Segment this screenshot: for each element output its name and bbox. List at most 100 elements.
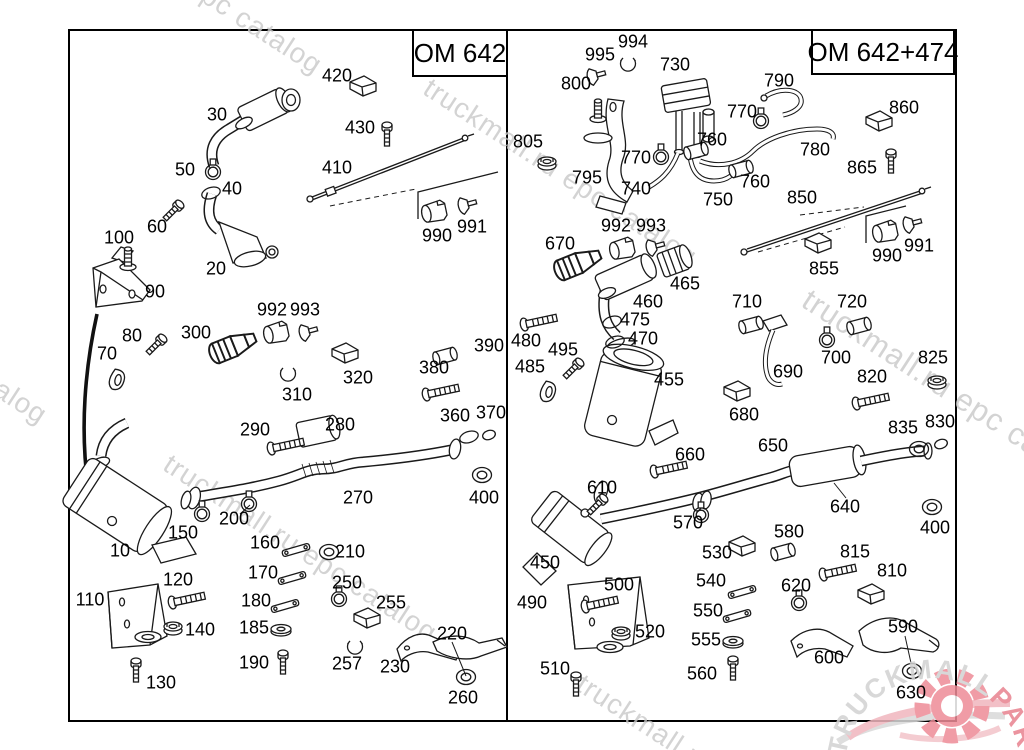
part-label-530: 530 [701, 542, 733, 563]
part-glyph-820 [850, 389, 891, 412]
part-glyph-170 [277, 570, 307, 586]
part-label-690: 690 [772, 361, 804, 382]
gear-icon [914, 668, 990, 744]
part-label-160: 160 [249, 532, 281, 553]
part-label-70: 70 [96, 343, 118, 364]
part-glyph-865 [885, 148, 897, 174]
part-label-380: 380 [418, 357, 450, 378]
part-glyph-510 [570, 671, 582, 697]
part-label-994: 994 [617, 31, 649, 52]
part-glyph-300 [205, 326, 260, 367]
part-label-780: 780 [799, 139, 831, 160]
part-glyph-185 [270, 623, 292, 637]
part-label-825: 825 [917, 347, 949, 368]
part-glyph-830 [932, 437, 950, 451]
part-label-590: 590 [887, 616, 919, 637]
part-glyph-70 [107, 367, 127, 392]
part-glyph-180 [270, 598, 300, 614]
part-label-410: 410 [321, 157, 353, 178]
part-label-760: 760 [739, 171, 771, 192]
part-label-860: 860 [888, 97, 920, 118]
part-label-80: 80 [121, 325, 143, 346]
part-label-430: 430 [344, 117, 376, 138]
part-label-185: 185 [238, 617, 270, 638]
part-glyph-992 [261, 319, 291, 346]
panel-title-om642-474: OM 642+474 [807, 29, 959, 75]
panel-title-om642: OM 642 [412, 29, 508, 77]
part-label-400: 400 [468, 487, 500, 508]
part-label-500: 500 [603, 574, 635, 595]
part-label-255: 255 [375, 592, 407, 613]
part-glyph-580 [768, 541, 798, 563]
part-glyph-370 [480, 428, 498, 442]
part-label-200: 200 [218, 508, 250, 529]
part-label-835: 835 [887, 417, 919, 438]
part-label-170: 170 [247, 562, 279, 583]
part-label-600: 600 [813, 647, 845, 668]
part-glyph-560 [727, 655, 739, 681]
part-label-760: 760 [696, 129, 728, 150]
part-label-670: 670 [544, 233, 576, 254]
part-label-770: 770 [726, 101, 758, 122]
part-label-815: 815 [839, 541, 871, 562]
part-label-993: 993 [635, 215, 667, 236]
part-label-700: 700 [820, 347, 852, 368]
part-label-230: 230 [379, 656, 411, 677]
part-label-750: 750 [702, 189, 734, 210]
part-label-260: 260 [447, 687, 479, 708]
part-glyph-825 [927, 375, 947, 390]
part-glyph-550 [722, 608, 752, 624]
part-label-991: 991 [456, 216, 488, 237]
part-label-650: 650 [757, 435, 789, 456]
part-label-40: 40 [221, 178, 243, 199]
part-label-465: 465 [669, 273, 701, 294]
part-glyph-120 [166, 588, 207, 611]
part-glyph-700 [818, 326, 836, 349]
part-label-510: 510 [539, 658, 571, 679]
part-label-370: 370 [475, 402, 507, 423]
part-label-795: 795 [571, 167, 603, 188]
part-label-485: 485 [514, 356, 546, 377]
part-label-680: 680 [728, 404, 760, 425]
part-glyph-520 [611, 626, 631, 641]
part-label-110: 110 [75, 589, 105, 610]
part-label-495: 495 [547, 339, 579, 360]
part-label-990: 990 [871, 245, 903, 266]
part-label-470: 470 [627, 328, 659, 349]
part-label-270: 270 [342, 487, 374, 508]
part-glyph-480 [518, 310, 559, 333]
part-glyph-992 [607, 235, 637, 262]
part-glyph-130 [130, 657, 142, 683]
part-label-280: 280 [324, 414, 356, 435]
part-label-992: 992 [600, 215, 632, 236]
part-label-190: 190 [238, 652, 270, 673]
part-label-992: 992 [256, 299, 288, 320]
part-glyph-815 [817, 560, 858, 583]
part-label-300: 300 [180, 322, 212, 343]
part-label-855: 855 [808, 258, 840, 279]
part-glyph-530 [728, 535, 756, 557]
part-label-180: 180 [240, 590, 272, 611]
part-glyph-805 [537, 156, 557, 171]
part-label-10: 10 [109, 540, 131, 561]
part-glyph-770 [652, 143, 670, 166]
part-glyph-991 [455, 193, 480, 216]
part-label-710: 710 [731, 291, 763, 312]
part-glyph-993 [296, 320, 321, 343]
part-label-640: 640 [829, 496, 861, 517]
part-label-990: 990 [421, 225, 453, 246]
part-label-220: 220 [436, 623, 468, 644]
part-label-520: 520 [634, 621, 666, 642]
part-glyph-680 [723, 380, 751, 402]
part-label-730: 730 [659, 54, 691, 75]
part-label-290: 290 [239, 419, 271, 440]
part-label-610: 610 [586, 477, 618, 498]
part-label-770: 770 [620, 147, 652, 168]
part-glyph-485 [538, 379, 558, 404]
part-label-20: 20 [205, 258, 227, 279]
part-glyph-160 [281, 542, 311, 558]
part-label-790: 790 [763, 70, 795, 91]
part-label-30: 30 [206, 104, 228, 125]
part-label-800: 800 [560, 73, 592, 94]
